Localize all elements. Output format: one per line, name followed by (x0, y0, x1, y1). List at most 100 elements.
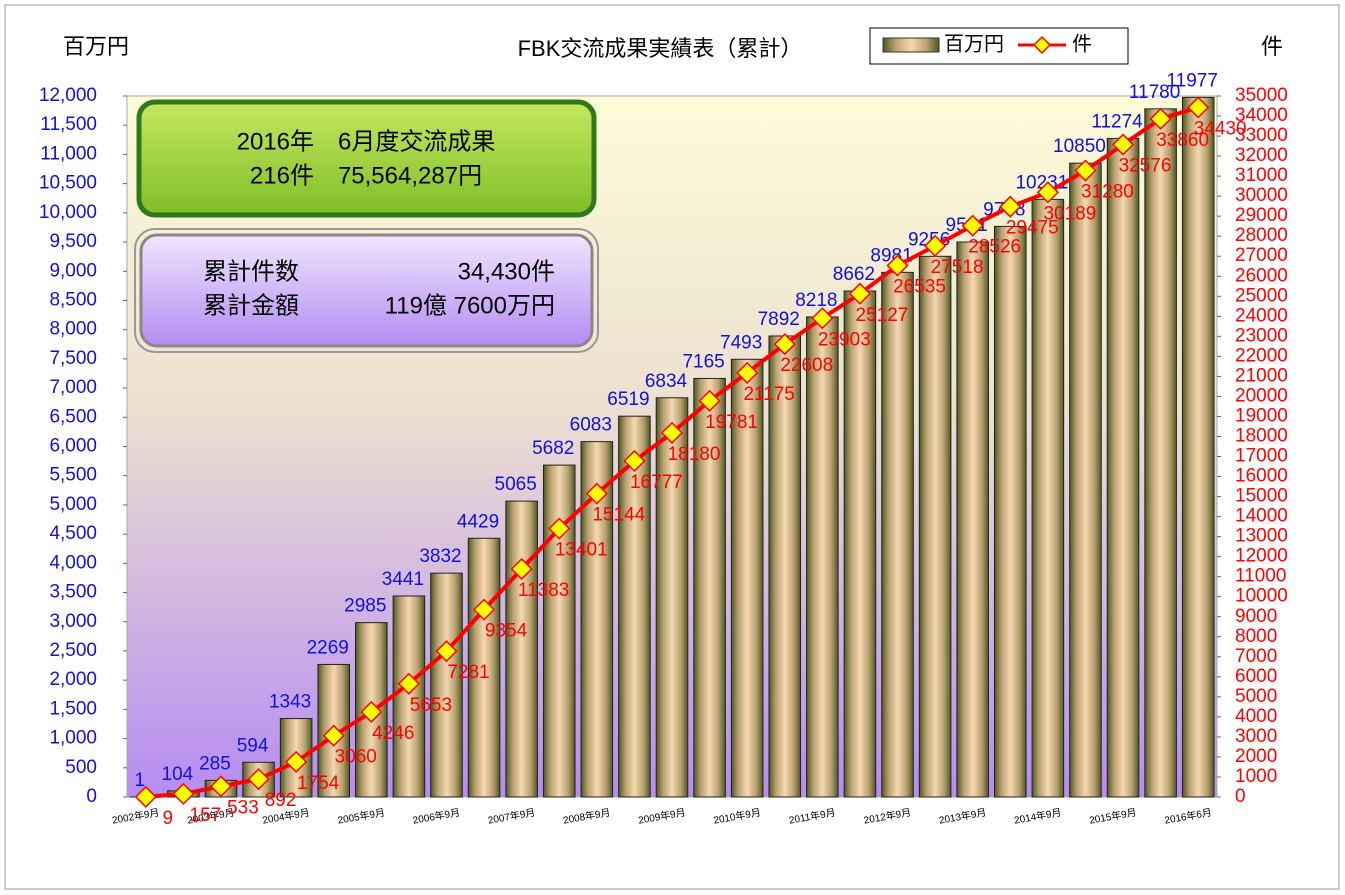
y2-tick-label: 24000 (1235, 305, 1288, 326)
line-marker (736, 361, 759, 384)
line-value-label: 13401 (555, 540, 608, 561)
line-value-label: 892 (265, 790, 297, 811)
line-marker (924, 234, 947, 257)
line-marker (660, 421, 684, 444)
bar (430, 572, 463, 798)
bar-value-label: 6834 (645, 371, 688, 392)
y-tick-label: 7,500 (49, 348, 97, 369)
y-tick-label: 9,500 (49, 231, 97, 252)
y-tick-label: 0 (86, 786, 97, 807)
line-value-label: 18180 (668, 444, 721, 465)
line-value-label: 5653 (410, 695, 452, 716)
bar (392, 595, 426, 798)
bar-value-label: 8218 (795, 290, 837, 311)
bar-value-label: 7165 (682, 351, 724, 372)
bar-value-label: 104 (162, 764, 194, 785)
line-marker (209, 775, 233, 798)
y-tick-label: 10,500 (39, 173, 97, 194)
bar-value-label: 5065 (495, 474, 537, 495)
chart-title: FBK交流成果実績表（累計） (518, 36, 803, 61)
y-tick-label: 5,500 (49, 465, 97, 486)
annotation-text: 216件 75,564,287円 (250, 162, 482, 189)
line-value-label: 15144 (592, 505, 645, 526)
bar-value-label: 10850 (1053, 136, 1106, 157)
y-tick-label: 4,000 (49, 552, 97, 573)
bar-value-label: 6083 (570, 415, 612, 436)
line-marker (473, 598, 496, 621)
bar (618, 415, 651, 798)
line-marker (360, 700, 383, 724)
line-value-label: 31280 (1081, 182, 1134, 203)
y-tick-label: 3,000 (49, 611, 97, 632)
line-marker (961, 214, 984, 237)
y-tick-label: 500 (65, 757, 97, 778)
line-marker (811, 307, 834, 330)
line-marker (510, 557, 533, 581)
bar-value-label: 11780 (1129, 82, 1180, 103)
y-tick-label: 2,000 (49, 669, 97, 690)
legend-bar-swatch (882, 37, 940, 53)
line-marker (1149, 107, 1172, 130)
annotation-text: 累計件数 (203, 258, 299, 285)
bar-value-label: 11274 (1091, 111, 1143, 132)
bar-value-label: 3441 (382, 569, 424, 590)
line-marker (172, 782, 195, 805)
bar (1031, 198, 1065, 798)
line-value-label: 25127 (856, 305, 909, 326)
bar (843, 290, 877, 798)
line-value-label: 32576 (1119, 156, 1172, 177)
legend-label: 件 (1072, 32, 1092, 55)
bar-value-label: 1 (135, 770, 146, 791)
y2-tick-label: 21000 (1235, 365, 1288, 386)
line-value-label: 9354 (485, 621, 528, 642)
y2-tick-label: 34000 (1235, 105, 1288, 126)
y-tick-label: 7,000 (49, 377, 97, 398)
y-tick-label: 8,000 (49, 319, 97, 340)
y2-tick-label: 11000 (1235, 566, 1286, 587)
y2-tick-label: 5000 (1235, 686, 1277, 707)
line-value-label: 21175 (743, 384, 794, 405)
y2-tick-label: 15000 (1235, 486, 1288, 507)
line-value-label: 11383 (518, 580, 569, 601)
bar (768, 335, 802, 798)
y2-tick-label: 0 (1235, 786, 1246, 807)
y-tick-label: 11,000 (40, 143, 97, 164)
y2-tick-label: 32000 (1235, 145, 1288, 166)
line-value-label: 1754 (297, 773, 340, 794)
line-marker (435, 640, 458, 663)
y2-tick-label: 1000 (1235, 766, 1277, 787)
legend-marker (1032, 35, 1052, 55)
bar-value-label: 7892 (758, 309, 800, 330)
line-marker (1111, 133, 1135, 156)
line-value-label: 9 (163, 808, 174, 829)
y2-tick-label: 20000 (1235, 385, 1288, 406)
y-tick-label: 3,500 (49, 582, 97, 603)
line-marker (548, 517, 571, 540)
bar (730, 358, 764, 798)
bar-value-label: 6519 (607, 389, 649, 410)
y2-tick-label: 9000 (1235, 606, 1277, 627)
bar (505, 500, 538, 798)
y-tick-label: 9,000 (49, 260, 97, 281)
bar-value-label: 3832 (419, 546, 461, 567)
annotation-text: 119億 7600万円 (385, 292, 555, 319)
bar-value-label: 594 (237, 735, 269, 756)
y2-tick-label: 16000 (1235, 466, 1288, 487)
annotation-text: 34,430件 (458, 258, 555, 285)
y2-axis-title: 件 (1261, 34, 1283, 59)
y-tick-label: 8,500 (49, 289, 97, 310)
y-tick-label: 10,000 (39, 202, 97, 223)
y2-tick-label: 3000 (1235, 726, 1277, 747)
bar (918, 255, 952, 798)
y2-tick-label: 25000 (1235, 285, 1288, 306)
line-marker (322, 724, 345, 747)
line-value-label: 16777 (630, 472, 683, 493)
y-tick-label: 1,000 (49, 728, 97, 749)
line-value-label: 28526 (968, 237, 1021, 258)
y-tick-label: 2,500 (49, 640, 97, 661)
annotation-box-outline (134, 228, 599, 353)
line-value-label: 3060 (335, 747, 377, 768)
line-marker (1187, 96, 1210, 119)
line-value-label: 19781 (705, 412, 758, 433)
